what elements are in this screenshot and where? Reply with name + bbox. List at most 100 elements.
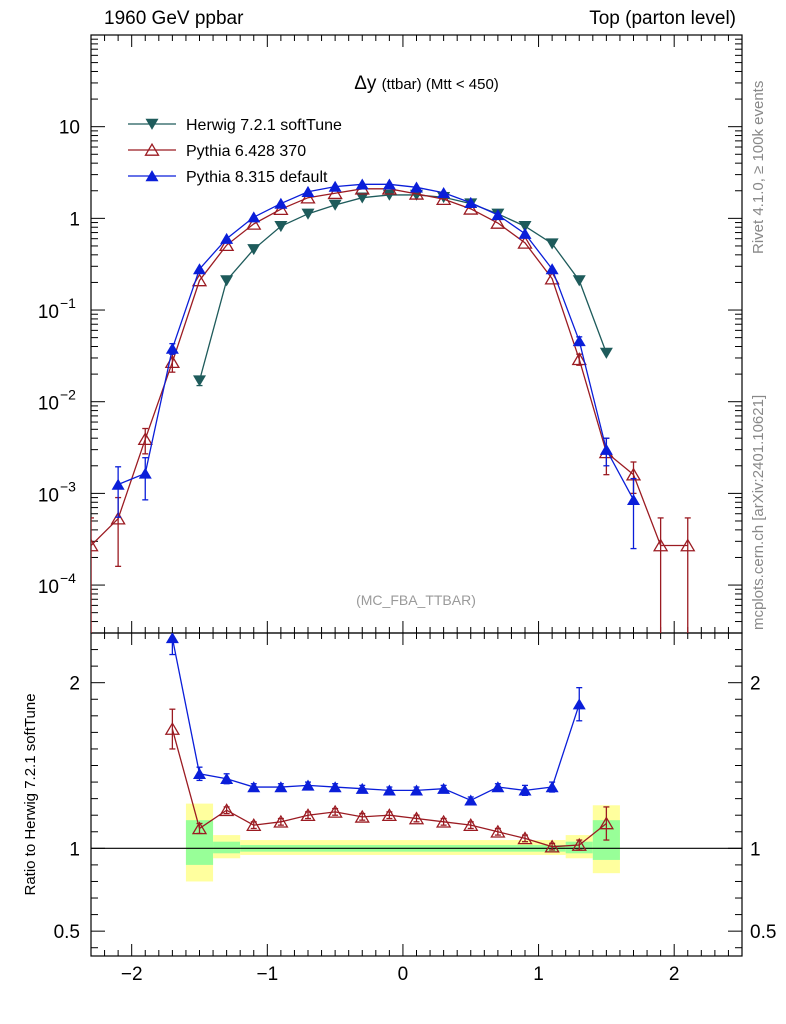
data-point (220, 275, 234, 287)
ratio-y-tick-label: 1 (69, 839, 80, 860)
ratio-point (193, 767, 206, 779)
ratio-point (220, 772, 234, 784)
ratio-point (518, 784, 532, 796)
ratio-point (191, 821, 208, 835)
data-point (111, 478, 125, 490)
ratio-point (382, 784, 396, 796)
data-point (218, 238, 235, 252)
data-point (91, 538, 99, 552)
data-point (328, 180, 342, 192)
data-point (110, 511, 126, 525)
ratio-point (408, 811, 425, 825)
main-y-tick-label: 10 (38, 485, 59, 506)
legend-entry-herwig-7-2-1-softtune: Herwig 7.2.1 softTune (128, 117, 342, 134)
data-point (599, 347, 613, 359)
ratio-point (545, 781, 559, 793)
series-line (91, 188, 688, 547)
ratio-y-tick-label-right: 2 (750, 674, 761, 695)
data-point (437, 186, 451, 198)
ratio-y-axis-label: Ratio to Herwig 7.2.1 softTune (22, 693, 39, 895)
header-right: Top (parton level) (589, 8, 736, 29)
series-line (117, 183, 635, 501)
legend-entry-pythia-6-428-370: Pythia 6.428 370 (128, 142, 306, 160)
x-tick-label: −1 (256, 964, 278, 985)
ratio-point (490, 824, 506, 838)
ratio-point (491, 781, 505, 793)
legend-entry-pythia-8-315-default: Pythia 8.315 default (128, 169, 328, 186)
series-main-pythia-6-428-370 (91, 181, 696, 633)
legend-marker (145, 118, 159, 130)
data-point (300, 190, 316, 204)
ratio-point (218, 803, 235, 817)
data-point (193, 263, 206, 275)
legend-marker (145, 170, 159, 182)
ratio-y-tick-label: 0.5 (54, 922, 80, 943)
header-left: 1960 GeV ppbar (104, 8, 244, 29)
plot-title-main: Δy (354, 73, 381, 94)
legend-label: Pythia 8.315 default (186, 169, 328, 186)
main-y-axis-ticks (91, 34, 742, 634)
main-y-tick-exponent: −3 (60, 478, 76, 494)
analysis-watermark: (MC_FBA_TTBAR) (356, 592, 476, 608)
ratio-point (301, 779, 315, 791)
data-point (571, 352, 587, 366)
x-tick-label: −2 (121, 964, 143, 985)
ratio-point (355, 782, 369, 794)
ratio-y-tick-label: 2 (69, 674, 80, 695)
legend-marker (144, 142, 160, 156)
data-point (490, 215, 506, 229)
data-point (301, 185, 315, 197)
data-point (382, 189, 396, 201)
data-point (274, 221, 288, 233)
data-point (274, 197, 288, 209)
main-y-tick-label: 10 (38, 577, 59, 598)
data-point (246, 216, 262, 230)
ratio-point (572, 698, 586, 710)
series-main-pythia-8-315-default (111, 178, 640, 550)
data-point (518, 221, 532, 233)
ratio-y-tick-label-right: 0.5 (750, 922, 776, 943)
x-tick-label: 0 (398, 964, 409, 985)
data-point (517, 235, 533, 249)
data-point (247, 244, 261, 256)
main-y-tick-exponent: −1 (60, 295, 76, 311)
ratio-point (164, 721, 181, 735)
data-point (599, 443, 613, 455)
x-tick-label: 2 (669, 964, 680, 985)
plot-title-sub: (ttbar) (Mtt < 450) (382, 76, 499, 93)
data-point (165, 342, 179, 354)
data-point (273, 202, 289, 216)
data-point (193, 375, 206, 387)
ratio-band-green (213, 841, 241, 854)
data-point (545, 263, 559, 275)
ratio-point (464, 794, 478, 806)
data-point (627, 494, 640, 506)
legend-label: Pythia 6.428 370 (186, 143, 306, 160)
ratio-point (571, 837, 587, 851)
ratio-point (247, 781, 261, 793)
ratio-point (165, 633, 179, 644)
data-point (138, 467, 152, 479)
ratio-line (171, 637, 580, 802)
data-point (435, 192, 452, 205)
ratio-point (517, 831, 533, 845)
data-point (301, 208, 315, 220)
data-point (220, 232, 234, 244)
data-point (491, 209, 505, 221)
main-y-tick-label: 1 (69, 209, 80, 230)
data-point (355, 192, 369, 204)
ratio-point (437, 782, 451, 794)
ratio-point (410, 784, 423, 796)
ratio-point (274, 781, 288, 793)
legend: Herwig 7.2.1 softTune Pythia 6.428 370 Pyt… (128, 117, 342, 186)
ratio-point (328, 781, 342, 793)
data-point (137, 432, 153, 446)
ratio-point (327, 804, 343, 818)
data-point (328, 199, 342, 211)
series-ratio-pythia-6-428-370 (164, 708, 615, 853)
x-tick-label: 1 (533, 964, 544, 985)
ratio-point (273, 814, 289, 828)
legend-label: Herwig 7.2.1 softTune (186, 117, 342, 134)
ratio-y-tick-label-right: 1 (750, 839, 761, 860)
